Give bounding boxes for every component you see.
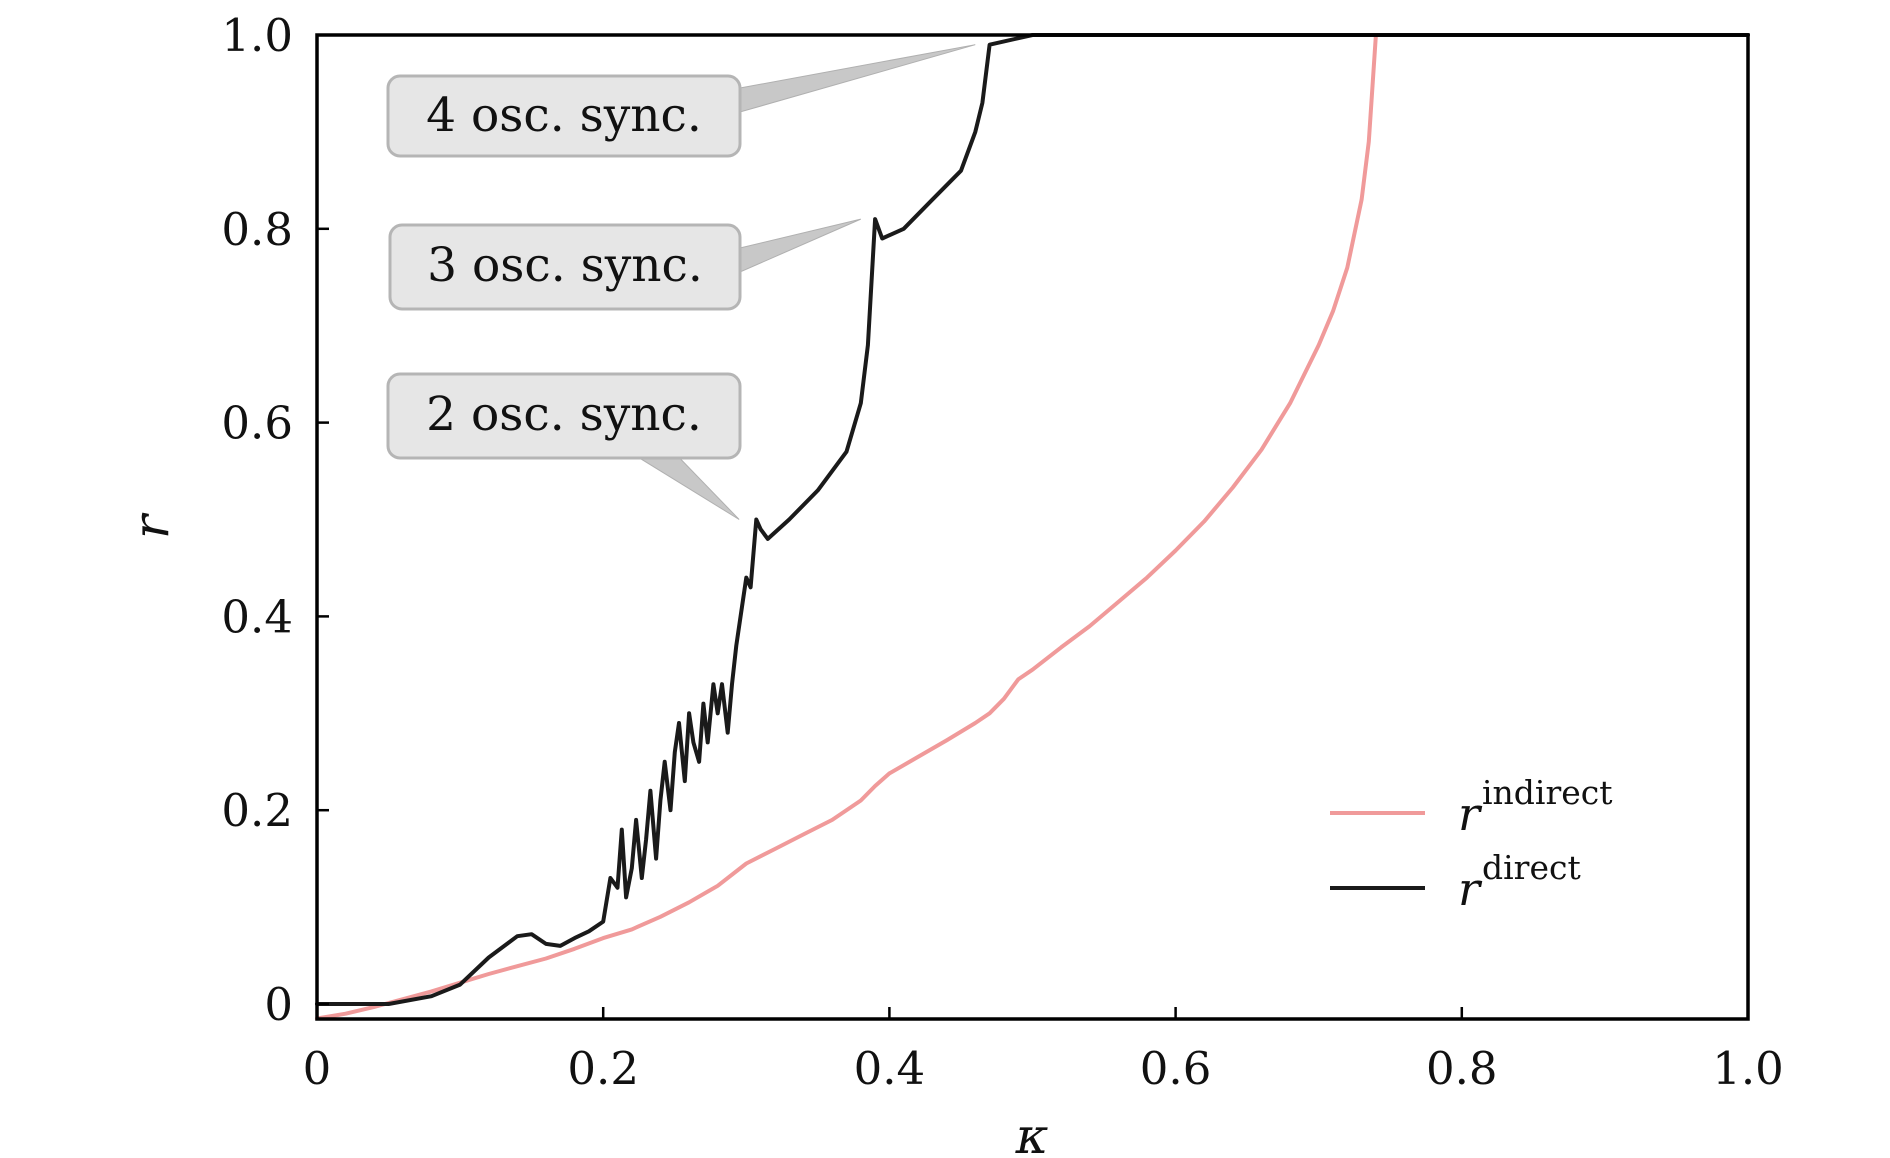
- y-tick-label: 0.8: [221, 203, 293, 256]
- legend: rindirect rdirect: [1330, 773, 1613, 916]
- annotation-4-osc-pointer: [739, 44, 976, 113]
- annotation-layer: 4 osc. sync. 3 osc. sync. 2 osc. sync.: [386, 44, 976, 520]
- legend-entry-direct: rdirect: [1330, 848, 1581, 916]
- y-tick-label: 1.0: [221, 9, 293, 62]
- annotation-2-osc: 2 osc. sync.: [386, 372, 742, 520]
- annotation-2-osc-text: 2 osc. sync.: [426, 387, 702, 442]
- x-tick-label: 1.0: [1712, 1042, 1784, 1095]
- x-tick-label: 0.4: [854, 1042, 926, 1095]
- annotation-4-osc-box: [386, 74, 742, 158]
- y-tick-label: 0: [264, 978, 293, 1031]
- series-line-direct: [315, 33, 1750, 1006]
- y-tick-label: 0.6: [221, 397, 293, 450]
- annotation-4-osc: 4 osc. sync.: [386, 44, 976, 158]
- annotation-3-osc-pointer: [739, 218, 861, 273]
- y-axis-label: r: [122, 512, 180, 539]
- legend-base-indirect: r: [1458, 787, 1483, 841]
- legend-label-indirect: rindirect: [1458, 773, 1613, 841]
- y-axis-ticks: 0 0.2 0.4 0.6 0.8 1.0: [221, 9, 329, 1031]
- x-tick-label: 0.6: [1140, 1042, 1212, 1095]
- annotation-3-osc: 3 osc. sync.: [388, 218, 861, 311]
- legend-sup-direct: direct: [1482, 848, 1581, 887]
- annotation-3-osc-box: [388, 223, 742, 311]
- legend-label-direct: rdirect: [1458, 848, 1581, 916]
- x-axis-label: κ: [1015, 1107, 1049, 1158]
- y-tick-label: 0.2: [221, 784, 293, 837]
- y-tick-label: 0.4: [221, 590, 293, 643]
- legend-entry-indirect: rindirect: [1330, 773, 1613, 841]
- plot-frame: [315, 33, 1750, 1021]
- x-axis-ticks: 0 0.2 0.4 0.6 0.8 1.0: [303, 1007, 1784, 1095]
- annotation-4-osc-text: 4 osc. sync.: [426, 88, 702, 143]
- annotation-2-osc-box: [386, 372, 742, 460]
- series-line-indirect: [315, 33, 1378, 1021]
- x-tick-label: 0.2: [567, 1042, 639, 1095]
- legend-base-direct: r: [1458, 862, 1483, 916]
- annotation-3-osc-text: 3 osc. sync.: [427, 238, 703, 293]
- legend-sup-indirect: indirect: [1482, 773, 1613, 812]
- x-tick-label: 0.8: [1426, 1042, 1498, 1095]
- x-tick-label: 0: [303, 1042, 332, 1095]
- series-layer: [315, 33, 1750, 1021]
